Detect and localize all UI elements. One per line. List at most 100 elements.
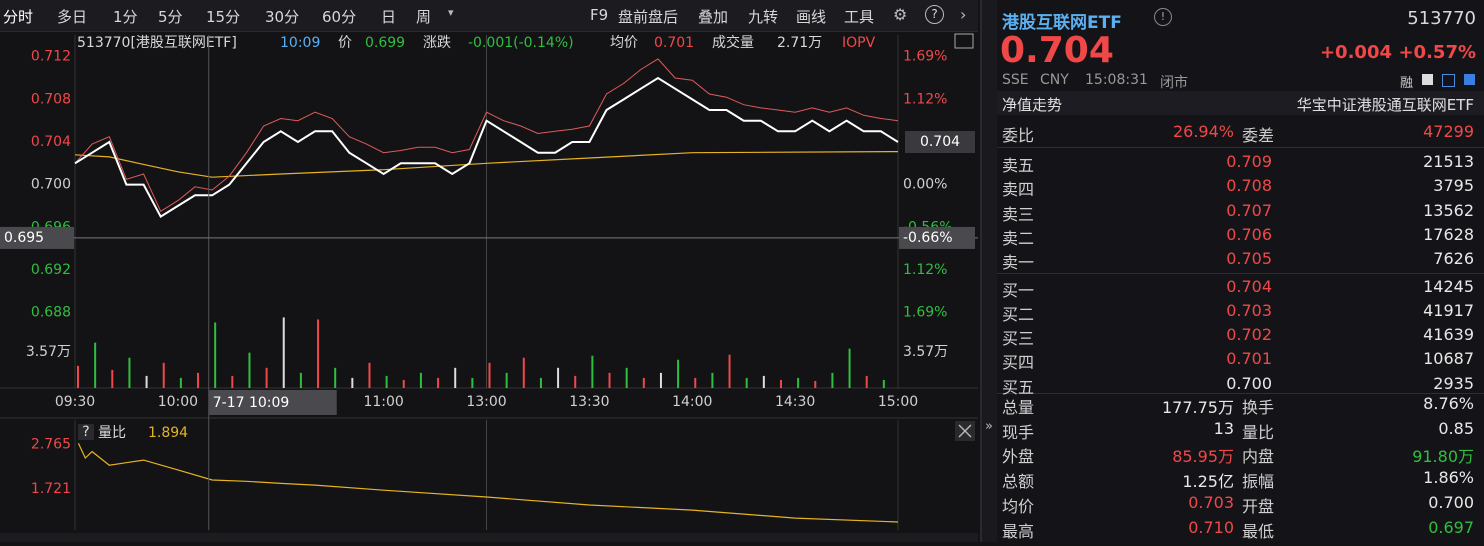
volume-bar (745, 377, 748, 388)
help-icon[interactable]: ? (925, 5, 944, 24)
stat-value: 0.697 (1428, 517, 1474, 537)
collapse-button[interactable]: » (985, 419, 993, 434)
volume-bar (317, 319, 320, 388)
divider (982, 147, 1484, 148)
volume-bar (111, 369, 114, 388)
volume-bar (848, 348, 851, 388)
volume-bar (797, 377, 800, 388)
cursor-price: 0.699 (365, 35, 405, 51)
x-tick-label: 13:30 (569, 394, 609, 410)
volume-bar (351, 377, 354, 388)
settings-icon[interactable]: ⚙ (893, 5, 908, 24)
info-icon[interactable]: ! (1154, 8, 1172, 26)
volume-bar (814, 380, 817, 388)
level-label: 买三 (1002, 329, 1035, 349)
period-tab[interactable]: 多日 (57, 8, 88, 26)
volume-bar (128, 357, 131, 388)
level-label: 卖一 (1002, 253, 1035, 273)
wp-icon[interactable] (954, 33, 974, 49)
fund-full-name: 华宝中证港股通互联网ETF (1296, 96, 1474, 114)
level-label: 卖四 (1002, 180, 1035, 200)
stat-label: 振幅 (1242, 472, 1275, 492)
level-volume: 13562 (1423, 200, 1474, 220)
volume-bar (162, 362, 165, 388)
level-volume: 41639 (1423, 325, 1474, 345)
volume-bar (608, 372, 611, 388)
toolbar: 分时 多日 1分 5分 15分 30分 60分 日 周 F9 盘前盘后 叠加 九转 画线 工具 ▾ ⚙? › (0, 0, 978, 32)
cursor-time: 10:09 (280, 35, 320, 51)
person-icon[interactable] (1464, 74, 1475, 85)
ratio-tick-label: 2.765 (31, 437, 71, 453)
bid-ask-diff: 47299 (1423, 122, 1474, 141)
dropdown-icon[interactable]: ▾ (448, 6, 454, 19)
tool-button[interactable]: 叠加 (698, 8, 729, 26)
volume-bar (231, 375, 234, 388)
pct-tick-label: 1.12% (903, 262, 947, 278)
current-price-label: 0.704 (920, 134, 960, 150)
divider (982, 273, 1484, 274)
y-tick-label: 0.708 (31, 91, 71, 107)
period-tab[interactable]: 5分 (158, 8, 183, 26)
avg-label: 均价 (610, 35, 638, 51)
volume-bar (179, 377, 182, 388)
stat-label: 最低 (1242, 521, 1275, 541)
x-tick-label: 15:00 (878, 394, 918, 410)
volume-bar (334, 367, 337, 388)
tool-button[interactable]: 工具 (844, 8, 875, 26)
chart: 513770[港股互联网ETF] 10:09 价 0.699 涨跌 -0.001(-0.1… (0, 33, 978, 530)
period-tab[interactable]: 30分 (265, 8, 300, 26)
period-tab[interactable]: 周 (416, 8, 432, 26)
period-tab[interactable]: 日 (381, 8, 397, 26)
level-price: 0.704 (1226, 276, 1272, 296)
volume-bar (454, 367, 457, 388)
level-volume: 3795 (1433, 176, 1474, 196)
period-tab[interactable]: 分时 (3, 8, 34, 26)
add-icon[interactable] (1442, 74, 1455, 87)
volume-bar (625, 367, 628, 388)
edit-icon[interactable] (1422, 74, 1433, 85)
volume-bar (265, 367, 268, 388)
nav-tab[interactable]: 净值走势 (1002, 96, 1063, 114)
volume-bar (248, 352, 251, 388)
next-icon[interactable]: › (960, 5, 967, 24)
pct-tick-label: 0.00% (903, 177, 947, 193)
last-price: 0.704 (1000, 30, 1114, 71)
tool-button[interactable]: 盘前盘后 (618, 8, 679, 26)
volume-bar (488, 362, 491, 388)
level-volume: 14245 (1423, 276, 1474, 296)
crosshair-x-label: 7-17 10:09 (213, 395, 290, 411)
price-label: 价 (338, 35, 352, 51)
tool-button[interactable]: F9 (590, 6, 609, 24)
market-status: 闭市 (1160, 75, 1188, 91)
help-box[interactable] (78, 424, 94, 440)
volume-bar (94, 342, 97, 388)
volume-bar (385, 375, 388, 388)
stat-label: 量比 (1242, 422, 1275, 442)
period-tab[interactable]: 1分 (113, 8, 138, 26)
volume-bar (368, 362, 371, 388)
collapse-strip (982, 0, 997, 542)
level-price: 0.701 (1226, 349, 1272, 369)
stat-value: 1.86% (1423, 468, 1474, 488)
help-label: ? (82, 424, 89, 440)
crosshair-pct-label: -0.66% (903, 230, 953, 246)
period-tab[interactable]: 15分 (206, 8, 241, 26)
tool-button[interactable]: 九转 (748, 8, 779, 26)
volume-bar (145, 375, 148, 388)
x-tick-label: 09:30 (55, 394, 95, 410)
level-volume: 7626 (1433, 249, 1474, 269)
change-label: 涨跌 (423, 35, 451, 51)
level-price: 0.705 (1226, 249, 1272, 269)
tool-button[interactable]: 画线 (796, 8, 827, 26)
stat-value: 1.25亿 (1182, 472, 1234, 492)
price-line (74, 76, 899, 219)
period-tab[interactable]: 60分 (322, 8, 357, 26)
volume-bar (694, 377, 697, 388)
chart-panel: 513770[港股互联网ETF] 10:09 价 0.699 涨跌 -0.001(-0.1… (0, 0, 978, 530)
iopv-label: IOPV (842, 35, 876, 51)
pct-tick-label: 1.69% (903, 49, 947, 65)
volume-bar (677, 359, 680, 388)
stat-value: 0.710 (1188, 517, 1234, 537)
pct-tick-label: 1.69% (903, 305, 947, 321)
stat-value: 85.95万 (1172, 447, 1234, 467)
